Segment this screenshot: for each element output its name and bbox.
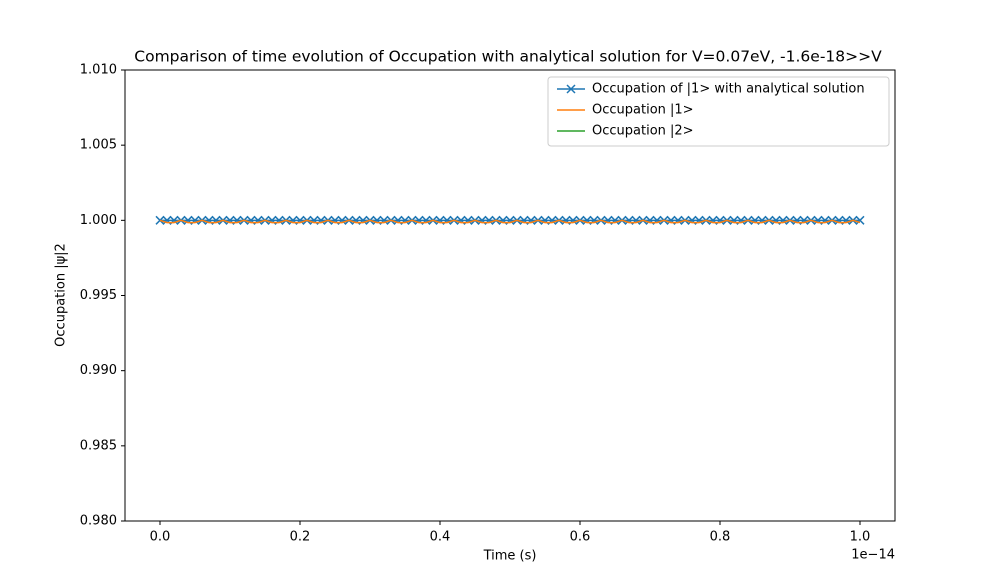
x-axis-label: Time (s) (483, 549, 537, 564)
legend-box (547, 76, 890, 147)
x-tick-label: 1.0 (850, 530, 871, 545)
x-tick-label: 0.6 (570, 530, 591, 545)
x-tick-label: 0.2 (290, 530, 311, 545)
y-tick-label: 1.000 (80, 213, 117, 228)
y-tick-label: 0.985 (80, 438, 117, 453)
chart-title: Comparison of time evolution of Occupati… (134, 48, 882, 66)
y-tick-label: 0.990 (80, 363, 117, 378)
y-tick-label: 1.005 (80, 138, 117, 153)
y-tick-label: 1.010 (80, 63, 117, 78)
legend-marker (566, 84, 576, 94)
x-tick-label: 0.8 (710, 530, 731, 545)
legend-label: Occupation of |1> with analytical soluti… (592, 82, 865, 97)
x-tick-label: 0.0 (150, 530, 171, 545)
series-line (159, 219, 861, 224)
y-tick-label: 0.980 (80, 514, 117, 529)
data-marker (855, 215, 865, 225)
y-axis-label: Occupation |ψ|2 (54, 243, 69, 347)
legend-label: Occupation |1> (592, 103, 694, 118)
legend-label: Occupation |2> (592, 124, 694, 139)
x-tick-label: 0.4 (430, 530, 451, 545)
x-offset-label: 1e−14 (851, 548, 895, 563)
data-marker (155, 215, 165, 225)
plot-area (155, 215, 865, 225)
y-tick-label: 0.995 (80, 288, 117, 303)
